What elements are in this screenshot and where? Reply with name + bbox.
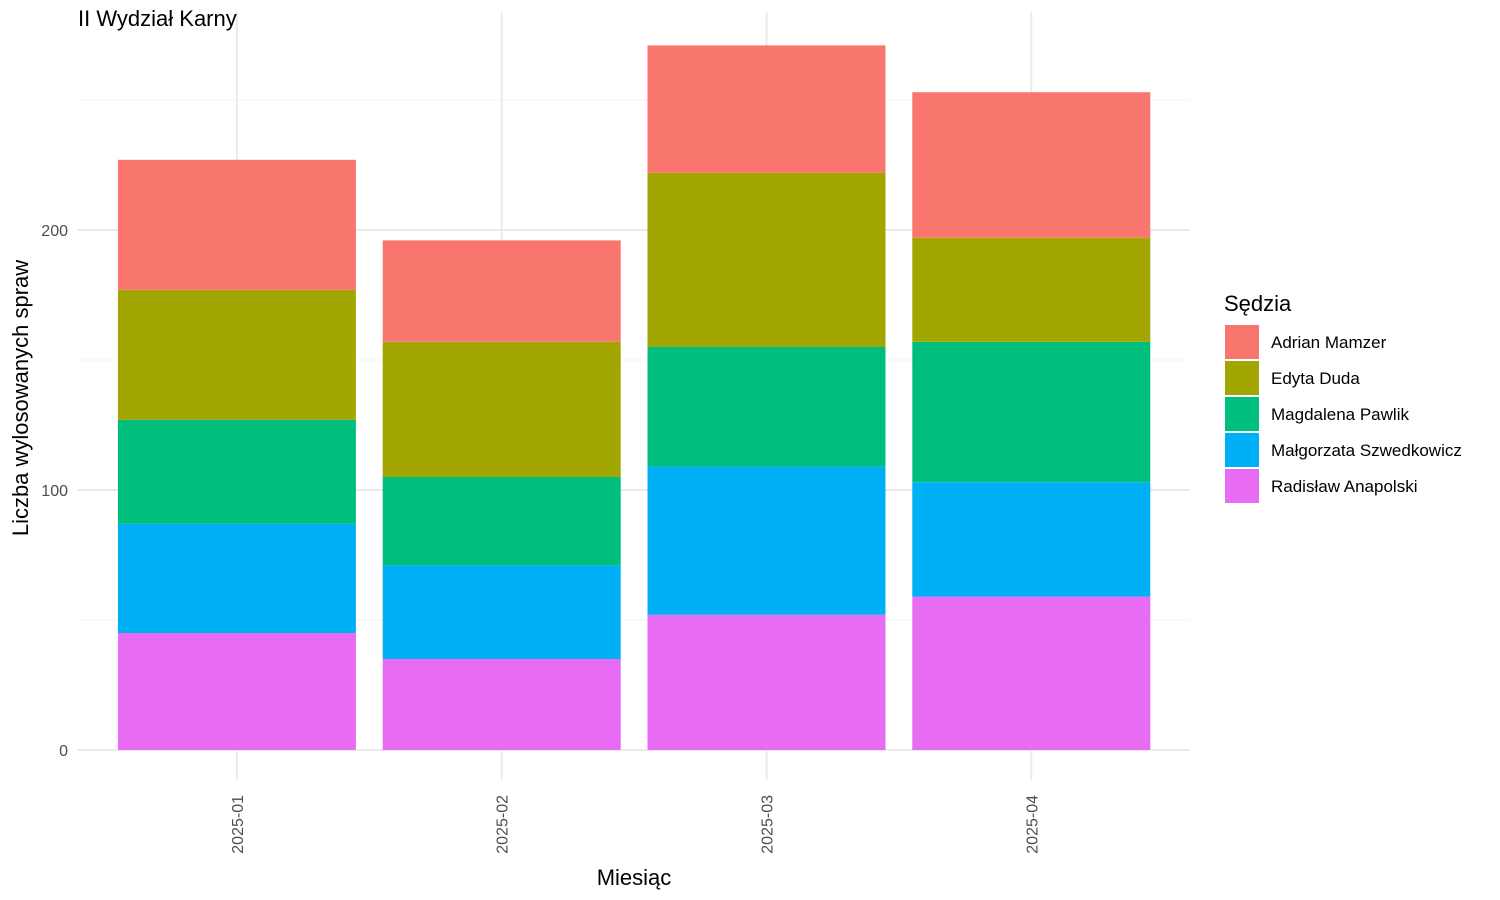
y-tick-label: 100 <box>41 483 68 500</box>
bar-segment <box>647 466 886 615</box>
legend-items: Adrian Mamzer Edyta Duda Magdalena Pawlik M… <box>1225 325 1462 503</box>
bars <box>117 45 1151 750</box>
bar-segment <box>647 45 886 173</box>
bar-segment <box>382 341 621 477</box>
bar-segment <box>117 523 356 633</box>
legend-label: Radisław Anapolski <box>1271 477 1417 496</box>
x-tick-label: 2025-02 <box>495 795 512 854</box>
x-tick-label: 2025-04 <box>1024 795 1041 854</box>
y-tick-label: 0 <box>59 743 68 760</box>
bar-segment <box>117 289 356 420</box>
bar-segment <box>912 482 1151 597</box>
x-tick-label: 2025-03 <box>760 795 777 854</box>
bar-segment <box>117 419 356 524</box>
bar-segment <box>912 237 1151 342</box>
bar-segment <box>912 92 1151 238</box>
legend-label: Adrian Mamzer <box>1271 333 1387 352</box>
legend-label: Edyta Duda <box>1271 369 1360 388</box>
y-tick-label: 200 <box>41 223 68 240</box>
y-axis-title: Liczba wylosowanych spraw <box>8 260 33 536</box>
legend-swatch <box>1225 469 1259 503</box>
bar-segment <box>382 565 621 659</box>
bar-segment <box>117 633 356 750</box>
legend-label: Małgorzata Szwedkowicz <box>1271 441 1462 460</box>
bar-segment <box>382 659 621 750</box>
y-axis-ticks: 0 100 200 <box>41 223 68 760</box>
x-tick-label: 2025-01 <box>230 795 247 854</box>
legend-title: Sędzia <box>1224 291 1292 316</box>
bar-segment <box>117 159 356 290</box>
x-axis-ticks: 2025-01 2025-02 2025-03 2025-04 <box>230 795 1041 854</box>
bar-segment <box>382 240 621 342</box>
bar-segment <box>912 341 1151 483</box>
bar-segment <box>647 347 886 467</box>
bar-segment <box>647 172 886 347</box>
legend-swatch <box>1225 361 1259 395</box>
bar-segment <box>647 614 886 750</box>
bar-segment <box>912 596 1151 750</box>
legend-swatch <box>1225 397 1259 431</box>
x-axis-title: Miesiąc <box>597 865 672 890</box>
legend-label: Magdalena Pawlik <box>1271 405 1409 424</box>
chart-title: II Wydział Karny <box>78 6 237 31</box>
legend-swatch <box>1225 433 1259 467</box>
bar-segment <box>382 477 621 566</box>
legend-swatch <box>1225 325 1259 359</box>
legend: Sędzia Adrian Mamzer Edyta Duda Magdalena … <box>1224 291 1462 503</box>
